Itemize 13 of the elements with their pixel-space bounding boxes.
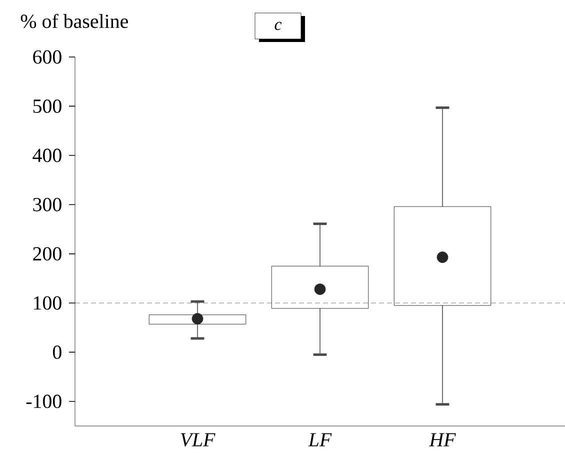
x-tick-label: HF	[429, 433, 456, 446]
y-tick-label: 300	[33, 198, 62, 212]
text: c	[274, 22, 282, 30]
y-tick-label: 0	[52, 345, 62, 359]
y-axis-title: % of baseline	[20, 14, 128, 28]
x-tick-label: LF	[308, 433, 332, 446]
y-tick-label: -100	[26, 394, 62, 408]
y-tick-label: 600	[33, 50, 62, 64]
y-tick-label: 200	[33, 247, 62, 261]
x-tick-label: VLF	[180, 433, 216, 447]
y-tick-label: 100	[34, 296, 62, 310]
y-tick-label: 500	[33, 99, 62, 113]
y-tick-label: 400	[32, 148, 62, 162]
